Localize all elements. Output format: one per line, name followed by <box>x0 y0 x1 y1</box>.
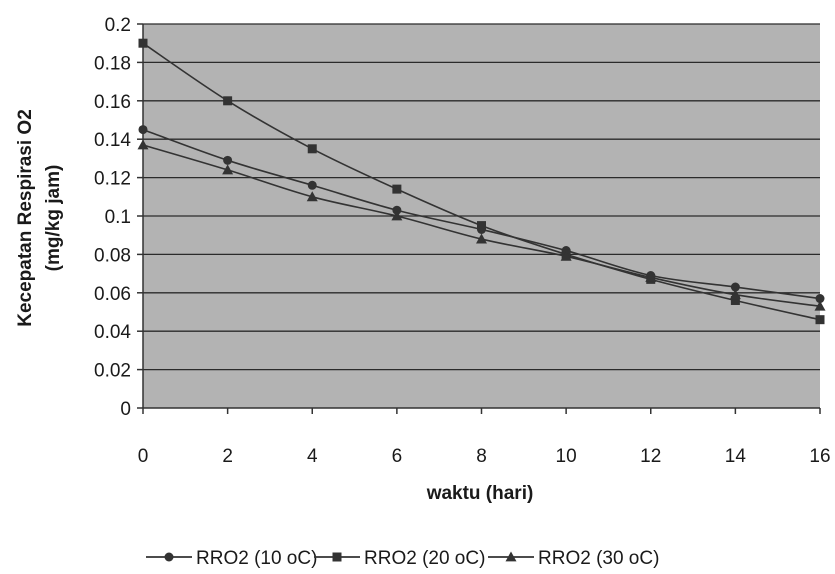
x-tick-label-7: 14 <box>725 446 747 467</box>
y-tick-label-2: 0.04 <box>94 322 131 343</box>
legend-item-3: RRO2 (30 oC) <box>488 548 659 569</box>
legend-marker-2 <box>332 552 342 562</box>
series-3-point-5 <box>560 250 572 261</box>
y-tick-label-0: 0 <box>120 399 131 420</box>
y-axis-title-line-1: Kecepatan Respirasi O2 <box>15 109 36 327</box>
legend-marker-1 <box>164 552 174 562</box>
legend: RRO2 (10 oC) RRO2 (20 oC) RRO2 (30 oC) <box>146 548 659 569</box>
x-tick-label-8: 16 <box>809 446 830 467</box>
y-tick-label-7: 0.14 <box>94 130 131 151</box>
series-3-point-3 <box>391 210 403 221</box>
series-1-point-7 <box>730 282 740 292</box>
legend-label-1: RRO2 (10 oC) <box>196 548 317 569</box>
y-axis-title-line-2: (mg/kg jam) <box>43 165 64 272</box>
y-tick-label-10: 0.2 <box>105 15 131 36</box>
series-1-point-0 <box>138 125 148 135</box>
series-3-point-7 <box>729 289 741 300</box>
x-tick-labels: 0 2 4 6 8 10 12 14 16 <box>138 446 831 467</box>
legend-label-2: RRO2 (20 oC) <box>364 548 485 569</box>
x-tick-label-6: 12 <box>640 446 661 467</box>
x-tick-label-1: 2 <box>222 446 233 467</box>
series-2-point-7 <box>730 295 740 305</box>
series-1-point-2 <box>307 180 317 190</box>
x-axis-title: waktu (hari) <box>426 483 534 504</box>
series-2-point-1 <box>223 96 233 106</box>
y-axis-title: Kecepatan Respirasi O2 (mg/kg jam) <box>15 109 64 327</box>
gridlines <box>143 23 820 371</box>
series-1-point-1 <box>223 155 233 165</box>
y-tick-label-4: 0.08 <box>94 245 131 266</box>
series-3-point-4 <box>476 233 487 244</box>
series-layer <box>137 38 826 325</box>
y-tick-label-1: 0.02 <box>94 361 131 382</box>
x-tick-label-3: 6 <box>392 446 403 467</box>
y-tick-label-5: 0.1 <box>105 207 131 228</box>
legend-item-1: RRO2 (10 oC) <box>146 548 317 569</box>
y-tick-labels: 0 0.02 0.04 0.06 0.08 0.1 0.12 0.14 0.16 0.18 0.2 <box>94 15 131 420</box>
y-tick-label-8: 0.16 <box>94 92 131 113</box>
series-3 <box>137 139 826 311</box>
series-1-point-3 <box>392 205 402 215</box>
x-tick-label-2: 4 <box>307 446 318 467</box>
y-tick-label-9: 0.18 <box>94 53 131 74</box>
series-3-point-0 <box>137 139 149 150</box>
series-2-point-3 <box>392 184 402 194</box>
x-tick-label-4: 8 <box>476 446 487 467</box>
x-tick-label-5: 10 <box>556 446 577 467</box>
series-3-point-1 <box>222 164 234 175</box>
y-tick-label-3: 0.06 <box>94 284 131 305</box>
legend-marker-3 <box>505 551 517 562</box>
series-1-point-8 <box>815 294 825 304</box>
axes <box>137 23 821 414</box>
series-3-point-2 <box>306 191 318 202</box>
x-tick-label-0: 0 <box>138 446 149 467</box>
legend-item-2: RRO2 (20 oC) <box>314 548 485 569</box>
y-tick-label-6: 0.12 <box>94 169 131 190</box>
series-3-point-6 <box>645 271 657 282</box>
series-2-point-8 <box>815 315 825 325</box>
series-2-point-4 <box>477 221 486 231</box>
series-2-point-2 <box>307 144 317 154</box>
legend-label-3: RRO2 (30 oC) <box>538 548 659 569</box>
series-2-point-0 <box>138 38 148 48</box>
series-3-point-8 <box>814 300 826 311</box>
